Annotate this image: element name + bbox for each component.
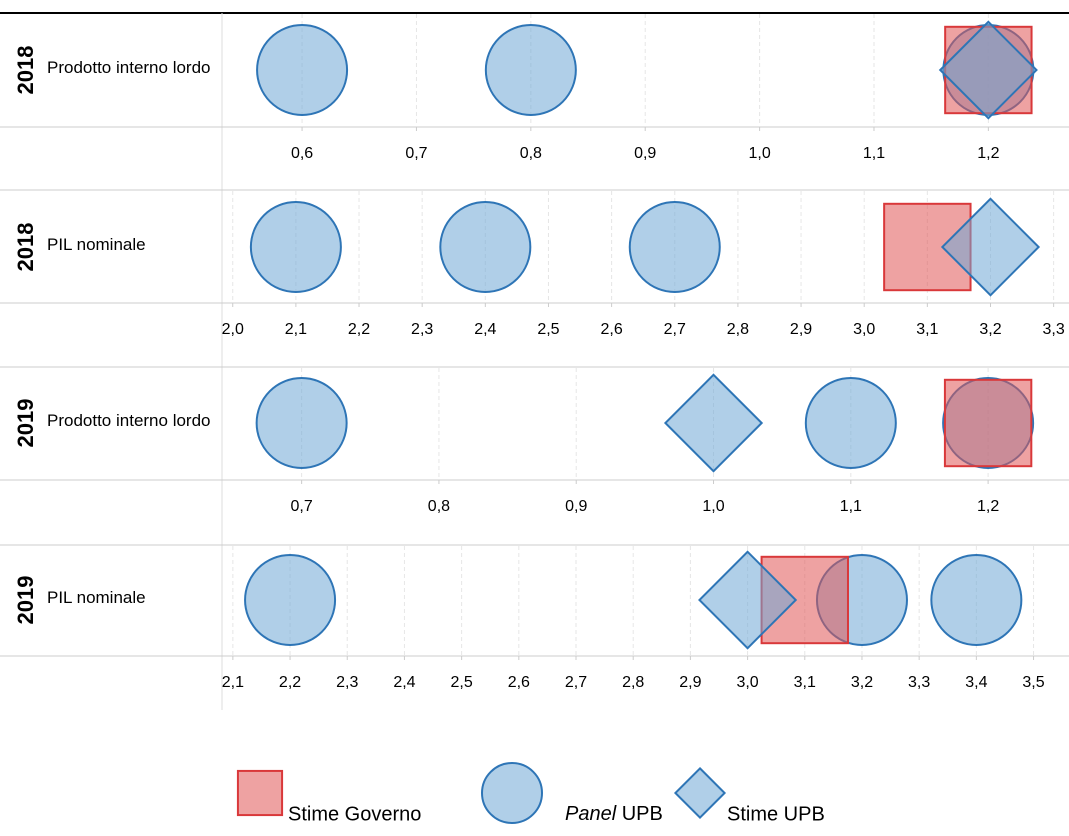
x-tick-label: 2,8 (727, 321, 749, 338)
x-tick-label: 0,9 (634, 145, 656, 162)
circle-marker (930, 554, 1023, 646)
legend-marker (673, 766, 727, 820)
year-label: 2019 (13, 399, 38, 448)
year-label: 2018 (13, 223, 38, 272)
x-tick-label: 3,0 (853, 321, 875, 338)
x-tick-label: 2,3 (411, 321, 433, 338)
x-tick-label: 1,2 (977, 145, 999, 162)
x-tick-label: 3,0 (736, 674, 758, 691)
legend-marker (236, 769, 284, 817)
x-tick-label: 2,1 (222, 674, 244, 691)
x-tick-label: 2,2 (348, 321, 370, 338)
circle-marker (628, 201, 721, 293)
x-tick-label: 1,0 (702, 498, 724, 515)
x-tick-label: 2,7 (664, 321, 686, 338)
x-tick-label: 2,9 (790, 321, 812, 338)
legend-label: Stime Governo (288, 803, 421, 825)
x-tick-label: 1,1 (863, 145, 885, 162)
legend-marker (481, 762, 543, 824)
x-tick-label: 0,6 (291, 145, 313, 162)
diamond-marker (938, 20, 1038, 120)
circle-marker (255, 377, 348, 469)
x-tick-label: 3,3 (908, 674, 930, 691)
x-tick-label: 3,5 (1022, 674, 1044, 691)
circle-marker (439, 201, 532, 293)
diamond-marker (663, 373, 764, 473)
x-tick-label: 3,1 (916, 321, 938, 338)
row-label: Prodotto interno lordo (47, 58, 211, 77)
x-tick-label: 2,4 (474, 321, 496, 338)
square-marker (943, 378, 1033, 468)
x-tick-label: 0,7 (291, 498, 313, 515)
x-tick-label: 2,0 (222, 321, 244, 338)
x-tick-label: 0,7 (405, 145, 427, 162)
year-label: 2018 (13, 46, 38, 95)
row-label: PIL nominale (47, 235, 146, 254)
x-tick-label: 3,3 (1043, 321, 1065, 338)
x-tick-label: 0,8 (520, 145, 542, 162)
x-tick-label: 2,4 (393, 674, 415, 691)
diamond-marker (940, 197, 1041, 297)
x-tick-label: 2,1 (285, 321, 307, 338)
x-tick-label: 2,3 (336, 674, 358, 691)
circle-marker (249, 201, 342, 293)
row-label: Prodotto interno lordo (47, 411, 211, 430)
x-tick-label: 3,4 (965, 674, 987, 691)
year-label: 2019 (13, 576, 38, 625)
x-tick-label: 1,2 (977, 498, 999, 515)
x-tick-label: 2,5 (537, 321, 559, 338)
x-tick-label: 2,5 (451, 674, 473, 691)
circle-marker (804, 377, 897, 469)
x-tick-label: 2,8 (622, 674, 644, 691)
legend-label: Panel UPB (565, 803, 663, 825)
x-tick-label: 2,7 (565, 674, 587, 691)
x-tick-label: 1,0 (748, 145, 770, 162)
legend-label: Stime UPB (727, 803, 825, 825)
diamond-marker (698, 550, 798, 650)
x-tick-label: 2,2 (279, 674, 301, 691)
circle-marker (256, 24, 349, 116)
x-tick-label: 0,9 (565, 498, 587, 515)
x-tick-label: 2,9 (679, 674, 701, 691)
x-tick-label: 3,2 (979, 321, 1001, 338)
circle-marker (244, 554, 337, 646)
row-label: PIL nominale (47, 588, 146, 607)
x-tick-label: 3,1 (794, 674, 816, 691)
circle-marker (484, 24, 577, 116)
x-tick-label: 3,2 (851, 674, 873, 691)
x-tick-label: 0,8 (428, 498, 450, 515)
x-tick-label: 2,6 (508, 674, 530, 691)
x-tick-label: 1,1 (840, 498, 862, 515)
x-tick-label: 2,6 (600, 321, 622, 338)
